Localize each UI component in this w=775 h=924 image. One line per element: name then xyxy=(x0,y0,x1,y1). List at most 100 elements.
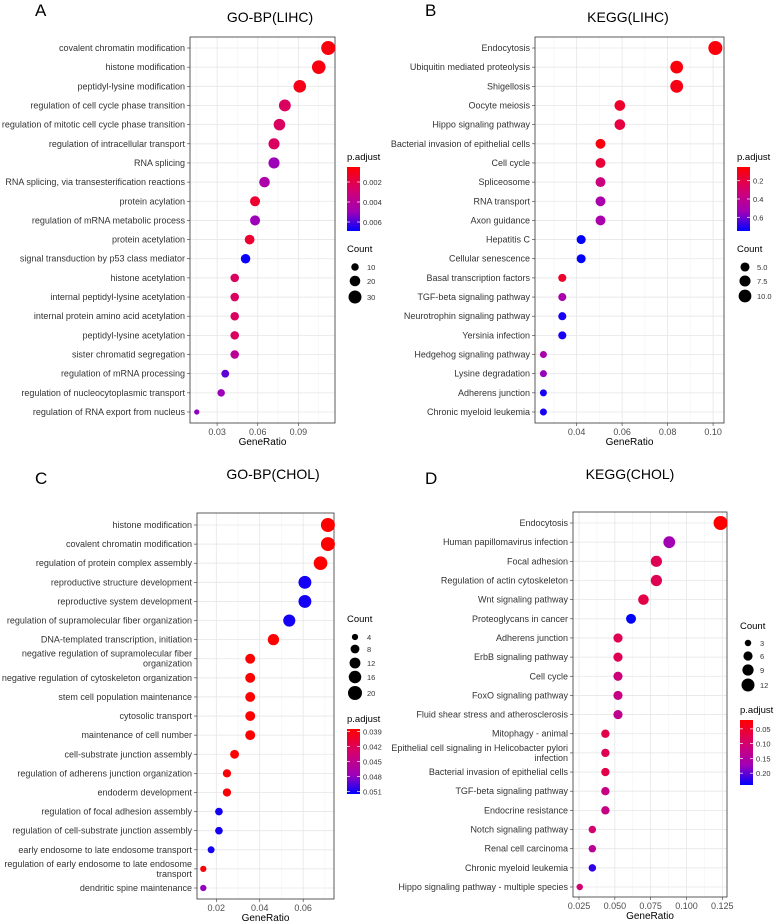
term-label-line: infection xyxy=(534,753,568,763)
dot-A-6 xyxy=(268,157,280,169)
dot-A-4 xyxy=(273,118,286,131)
term-label: stem cell population maintenance xyxy=(58,692,192,702)
term-label: Proteoglycans in cancer xyxy=(472,614,568,624)
color-legend-label: 0.006 xyxy=(363,218,382,227)
size-legend-dot xyxy=(739,275,751,287)
dot-A-14 xyxy=(230,311,239,321)
term-label: Spliceosome xyxy=(478,177,530,187)
dot-D-0 xyxy=(713,516,728,530)
plot-background xyxy=(535,37,724,423)
size-legend-dot xyxy=(742,664,754,676)
dot-C-11 xyxy=(245,730,256,741)
dot-D-19 xyxy=(576,883,583,891)
panel-letter: D xyxy=(425,469,437,488)
dot-A-12 xyxy=(230,273,239,283)
term-label: regulation of mRNA processing xyxy=(61,369,185,379)
term-label: sister chromatid segregation xyxy=(72,350,185,360)
term-label: Endocytosis xyxy=(519,518,568,528)
dot-C-1 xyxy=(320,537,335,552)
term-label: regulation of intracellular transport xyxy=(49,139,186,149)
panel-D: D KEGG(CHOL) Endocytosis Human papillomavir… xyxy=(391,466,773,922)
size-legend-dot xyxy=(740,262,750,272)
color-legend-label: 0.20 xyxy=(756,769,771,778)
dot-D-11 xyxy=(601,729,610,738)
term-label: Endocytosis xyxy=(481,43,530,53)
size-legend-label: 10 xyxy=(367,263,375,272)
chart-title: KEGG(LIHC) xyxy=(587,9,669,25)
term-label: DNA-templated transcription, initiation xyxy=(41,635,192,645)
color-legend-label: 0.004 xyxy=(363,198,382,207)
dot-C-10 xyxy=(245,711,256,722)
dot-D-5 xyxy=(626,613,636,624)
dot-A-18 xyxy=(217,389,225,397)
term-label: regulation of cell cycle phase transitio… xyxy=(30,100,185,110)
dot-B-10 xyxy=(576,235,586,245)
term-label: Neurotrophin signaling pathway xyxy=(404,311,531,321)
x-axis-label: GeneRatio xyxy=(242,913,290,924)
dot-A-16 xyxy=(230,350,239,359)
size-legend-label: 10.0 xyxy=(757,292,772,301)
term-label-line: organization xyxy=(143,659,192,669)
term-label-line: regulation of early endosome to late end… xyxy=(4,859,192,869)
term-label: Cell cycle xyxy=(529,671,568,681)
dot-D-7 xyxy=(613,652,623,662)
size-legend-dot xyxy=(350,644,360,654)
dot-C-19 xyxy=(200,884,207,892)
size-legend-label: 8 xyxy=(367,645,371,654)
term-label: Axon guidance xyxy=(470,215,530,225)
chart-title: KEGG(CHOL) xyxy=(586,466,675,482)
dot-B-9 xyxy=(595,215,606,226)
plot-border xyxy=(189,36,336,424)
dot-B-0 xyxy=(708,41,723,55)
color-legend-title: p.adjust xyxy=(347,714,381,725)
dot-D-3 xyxy=(650,574,662,587)
plot-border xyxy=(196,512,335,900)
dot-C-9 xyxy=(245,691,256,702)
size-legend-dot xyxy=(743,651,753,661)
x-tick-label: 0.100 xyxy=(675,901,698,911)
term-label: Adherens junction xyxy=(496,633,568,643)
term-label: reproductive system development xyxy=(57,596,192,606)
dot-C-14 xyxy=(222,788,232,797)
dot-D-9 xyxy=(613,690,623,701)
size-legend-dot xyxy=(351,633,359,641)
term-label: internal peptidyl-lysine acetylation xyxy=(50,292,185,302)
term-label: Ubiquitin mediated proteolysis xyxy=(410,62,531,72)
term-label: cell-substrate junction assembly xyxy=(64,749,192,759)
term-label: Yersinia infection xyxy=(462,330,530,340)
x-tick-label: 0.025 xyxy=(568,901,591,911)
x-tick-label: 0.08 xyxy=(659,427,677,437)
term-label: reproductive structure development xyxy=(51,577,193,587)
dot-B-6 xyxy=(595,157,606,168)
size-legend-label: 5.0 xyxy=(757,263,767,272)
term-label: regulation of nucleocytoplasmic transpor… xyxy=(21,388,185,398)
term-label-line: transport xyxy=(156,869,192,879)
dot-A-9 xyxy=(250,215,261,226)
x-tick-label: 0.050 xyxy=(604,901,627,911)
term-label-line: Epithelial cell signaling in Helicobacte… xyxy=(391,743,568,753)
dot-C-18 xyxy=(200,865,207,873)
dot-C-3 xyxy=(298,575,312,589)
x-tick-label: 0.125 xyxy=(711,901,734,911)
term-label: Bacterial invasion of epithelial cells xyxy=(429,767,569,777)
dot-D-2 xyxy=(650,555,662,567)
size-legend-title: Count xyxy=(347,614,373,625)
dot-D-13 xyxy=(601,767,610,777)
dot-C-8 xyxy=(245,672,256,683)
color-legend-label: 0.10 xyxy=(756,740,771,749)
color-legend-label: 0.2 xyxy=(753,177,763,186)
term-label: Bacterial invasion of epithelial cells xyxy=(391,139,531,149)
dot-C-7 xyxy=(245,653,256,664)
color-legend-label: 0.042 xyxy=(363,743,382,752)
term-label: negative regulation of supramolecular fi… xyxy=(22,649,192,669)
dot-A-8 xyxy=(250,196,261,207)
color-legend-title: p.adjust xyxy=(737,152,771,163)
term-label: Focal adhesion xyxy=(507,556,568,566)
dot-C-12 xyxy=(230,749,239,759)
term-label: protein acylation xyxy=(119,196,185,206)
dot-D-4 xyxy=(638,594,649,605)
color-legend-label: 0.039 xyxy=(363,728,382,737)
term-label: Chronic myeloid leukemia xyxy=(465,863,568,873)
term-label: histone modification xyxy=(112,520,192,530)
